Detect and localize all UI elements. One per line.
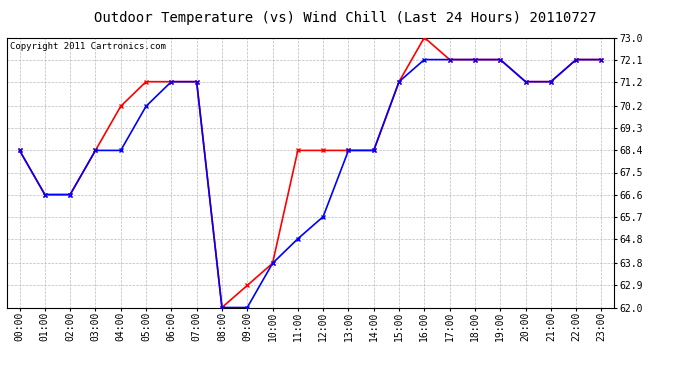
- Text: Copyright 2011 Cartronics.com: Copyright 2011 Cartronics.com: [10, 42, 166, 51]
- Text: Outdoor Temperature (vs) Wind Chill (Last 24 Hours) 20110727: Outdoor Temperature (vs) Wind Chill (Las…: [94, 11, 596, 25]
